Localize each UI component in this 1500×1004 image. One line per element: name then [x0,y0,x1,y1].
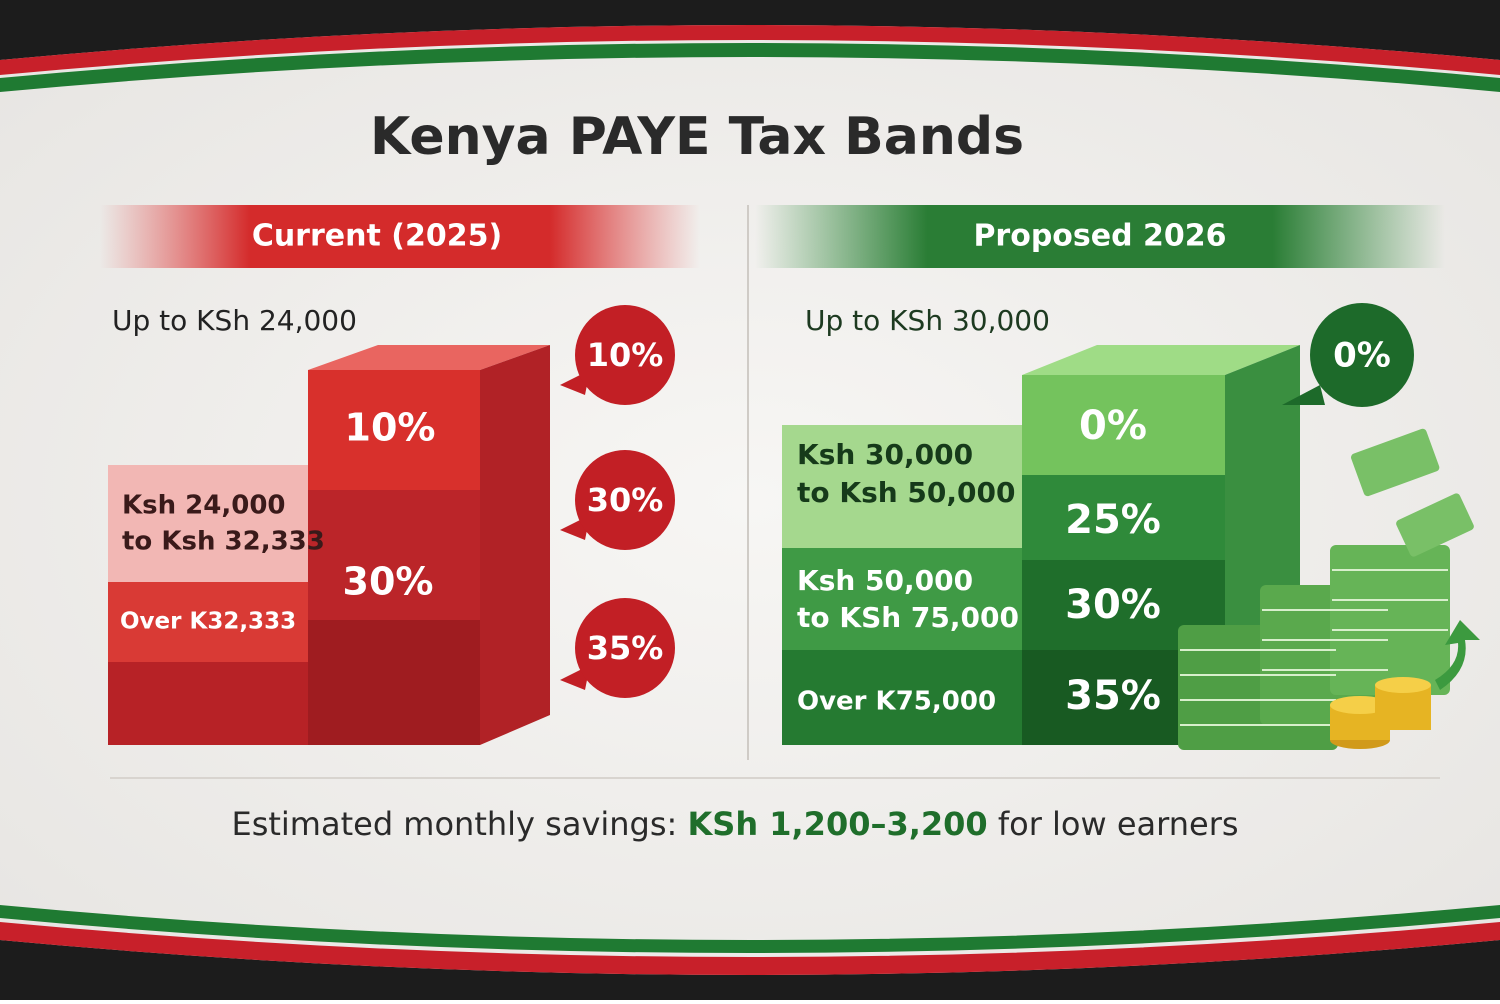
band-label: Over K75,000 [797,687,996,717]
rate-label: 35% [1065,673,1161,719]
stripe [0,43,1500,92]
block-top [308,345,550,370]
callout: 30% [560,450,675,550]
callout-text: 10% [587,336,664,374]
band-label: Ksh 24,000 [122,491,286,521]
block [108,465,308,582]
panel-header-text: Current (2025) [252,219,502,254]
money-illustration [1178,428,1480,750]
callout: 35% [560,598,675,698]
rate-label: 10% [345,406,436,450]
rate-label: 30% [343,560,434,604]
band-label: Ksh 30,000 [797,438,973,471]
block [1022,475,1225,560]
rate-label: 30% [1065,582,1161,628]
callout-text: 0% [1333,336,1391,376]
block-top [1022,345,1300,375]
block [1022,375,1225,475]
callout: 10% [560,305,675,405]
block [308,620,480,745]
band-label: to Ksh 32,333 [122,527,325,557]
callout-text: 30% [587,481,664,519]
footer-lead: Estimated monthly savings: [231,805,677,843]
panel-header [100,205,700,268]
block [782,548,1022,650]
block [308,490,480,620]
panel-header-text: Proposed 2026 [973,219,1226,254]
block [782,650,1022,745]
rate-label: 0% [1079,403,1147,449]
footer-highlight: KSh 1,200–3,200 [687,805,987,843]
panel-header [755,205,1445,268]
band-label: Ksh 50,000 [797,564,973,597]
stripe [0,922,1500,975]
title: Kenya PAYE Tax Bands [370,107,1024,167]
band-label: Over K32,333 [120,609,296,635]
stripe [0,905,1500,953]
band-label: Up to KSh 24,000 [112,304,357,337]
block [308,370,480,490]
band-label: to Ksh 50,000 [797,476,1015,509]
callout: 0% [1282,303,1414,407]
band-label: to KSh 75,000 [797,601,1019,634]
block [782,425,1022,548]
block [108,582,308,662]
block-side [480,345,550,745]
footer-tail: for low earners [998,805,1239,843]
callout-text: 35% [587,629,664,667]
rate-label: 25% [1065,497,1161,543]
stripe [0,25,1500,75]
footer: Estimated monthly savings: KSh 1,200–3,2… [231,805,1238,843]
band-label: Up to KSh 30,000 [805,304,1050,337]
block [108,662,308,745]
